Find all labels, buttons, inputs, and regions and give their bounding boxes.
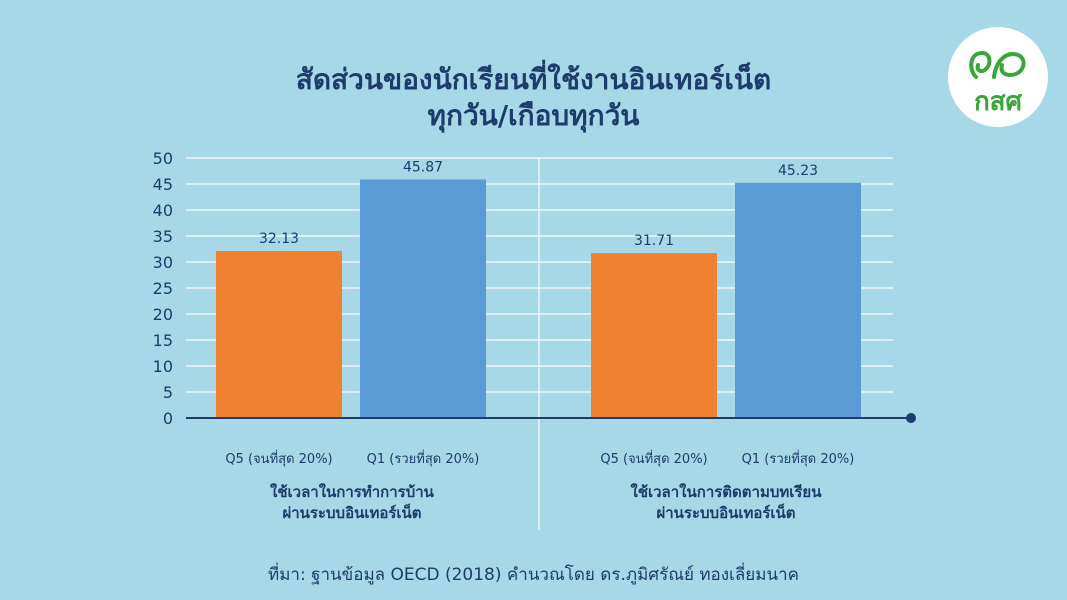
x-category-label: Q1 (รวยที่สุด 20%) xyxy=(367,450,480,467)
y-tick-label: 5 xyxy=(163,383,173,402)
x-category-label: Q5 (จนที่สุด 20%) xyxy=(600,450,707,467)
y-tick-label: 50 xyxy=(153,149,173,168)
group-label-1-line-2: ผ่านระบบอินเทอร์เน็ต xyxy=(282,504,422,522)
group-label-1: ใช้เวลาในการทำการบ้าน ผ่านระบบอินเทอร์เน… xyxy=(202,482,502,524)
data-label: 45.23 xyxy=(778,163,818,179)
bar-2-2 xyxy=(735,182,861,418)
source-note: ที่มา: ฐานข้อมูล OECD (2018) คำนวณโดย ดร… xyxy=(267,565,799,585)
y-tick-label: 15 xyxy=(153,331,173,350)
y-tick-label: 40 xyxy=(153,201,173,220)
chart-title: สัดส่วนของนักเรียนที่ใช้งานอินเทอร์เน็ต … xyxy=(0,62,1067,134)
x-axis-end-dot xyxy=(906,413,916,423)
group-label-2-line-2: ผ่านระบบอินเทอร์เน็ต xyxy=(656,504,796,522)
data-label: 31.71 xyxy=(634,233,674,249)
bar-2-1 xyxy=(591,253,717,418)
eef-logo: กสศ xyxy=(948,27,1048,127)
x-category-label: Q1 (รวยที่สุด 20%) xyxy=(742,450,855,467)
group-label-1-line-1: ใช้เวลาในการทำการบ้าน xyxy=(270,483,434,501)
title-line-1: สัดส่วนของนักเรียนที่ใช้งานอินเทอร์เน็ต xyxy=(295,63,772,96)
y-tick-label: 35 xyxy=(153,227,173,246)
title-line-2: ทุกวัน/เกือบทุกวัน xyxy=(427,99,640,132)
bar-1-2 xyxy=(360,179,486,418)
data-label: 32.13 xyxy=(259,231,299,247)
group-label-2-line-1: ใช้เวลาในการติดตามบทเรียน xyxy=(630,483,822,501)
y-tick-label: 10 xyxy=(153,357,173,376)
y-tick-label: 45 xyxy=(153,175,173,194)
bar-1-1 xyxy=(216,250,342,418)
y-tick-label: 25 xyxy=(153,279,173,298)
logo-text: กสศ xyxy=(973,87,1023,117)
y-tick-label: 20 xyxy=(153,305,173,324)
eef-logo-icon xyxy=(969,50,1026,79)
y-tick-label: 30 xyxy=(153,253,173,272)
y-tick-label: 0 xyxy=(163,409,173,428)
data-label: 45.87 xyxy=(403,159,443,175)
x-category-label: Q5 (จนที่สุด 20%) xyxy=(225,450,332,467)
group-label-2: ใช้เวลาในการติดตามบทเรียน ผ่านระบบอินเทอ… xyxy=(576,482,876,524)
